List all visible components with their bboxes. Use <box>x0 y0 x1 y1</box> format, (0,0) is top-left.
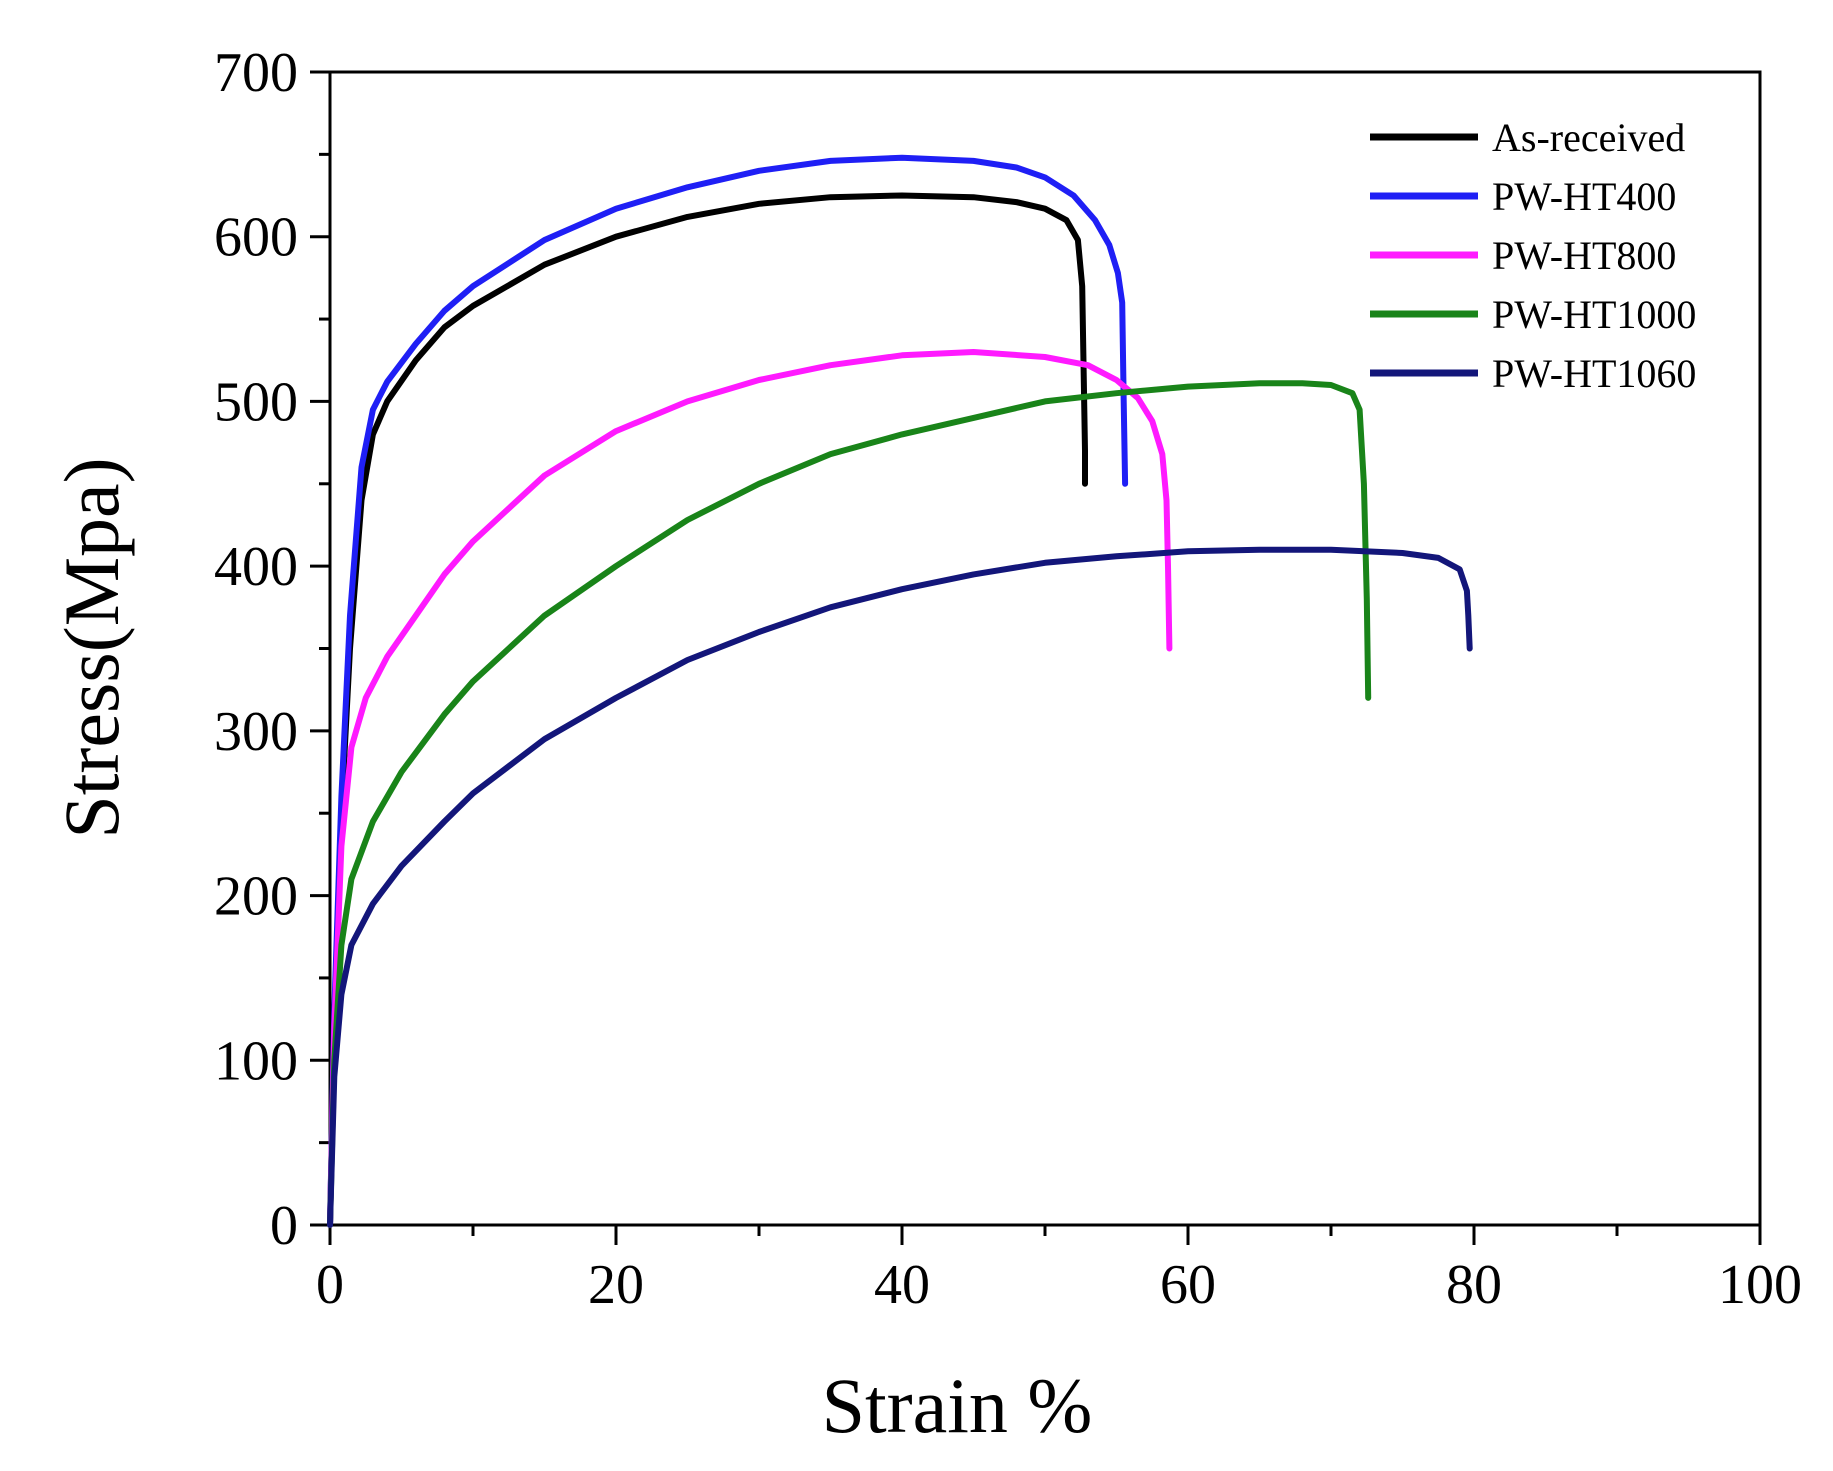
legend-label-pw-ht1060: PW-HT1060 <box>1492 351 1696 396</box>
x-axis-title: Strain % <box>822 1362 1093 1449</box>
y-tick-label: 300 <box>214 701 298 763</box>
y-axis-title: Stress(Mpa) <box>48 457 135 838</box>
y-tick-label: 400 <box>214 536 298 598</box>
legend-label-pw-ht400: PW-HT400 <box>1492 174 1676 219</box>
y-tick-label: 700 <box>214 42 298 104</box>
x-tick-label: 80 <box>1446 1254 1502 1316</box>
x-tick-labels: 0 20 40 60 80 100 <box>316 1254 1802 1316</box>
x-tick-label: 100 <box>1718 1254 1802 1316</box>
series-line-pw-ht1060 <box>327 546 1473 1228</box>
series-line-pw-ht1000 <box>327 380 1372 1228</box>
legend-label-pw-ht1000: PW-HT1000 <box>1492 292 1696 337</box>
x-tick-label: 0 <box>316 1254 344 1316</box>
series-line-pw-ht400 <box>327 154 1129 1228</box>
x-tick-label: 60 <box>1160 1254 1216 1316</box>
series-layer <box>327 154 1473 1228</box>
x-tick-label: 20 <box>588 1254 644 1316</box>
y-tick-labels: 0 100 200 300 400 500 600 700 <box>214 42 298 1257</box>
y-tick-label: 200 <box>214 866 298 928</box>
y-tick-label: 100 <box>214 1030 298 1092</box>
y-tick-label: 0 <box>270 1195 298 1257</box>
legend-label-pw-ht800: PW-HT800 <box>1492 233 1676 278</box>
y-tick-label: 500 <box>214 371 298 433</box>
legend-label-as-received: As-received <box>1492 115 1685 160</box>
y-tick-label: 600 <box>214 207 298 269</box>
axis-ticks <box>310 70 1762 1245</box>
legend: As-received PW-HT400 PW-HT800 PW-HT1000 PW-H… <box>1370 115 1696 396</box>
x-tick-label: 40 <box>874 1254 930 1316</box>
series-line-pw-ht800 <box>327 349 1173 1228</box>
